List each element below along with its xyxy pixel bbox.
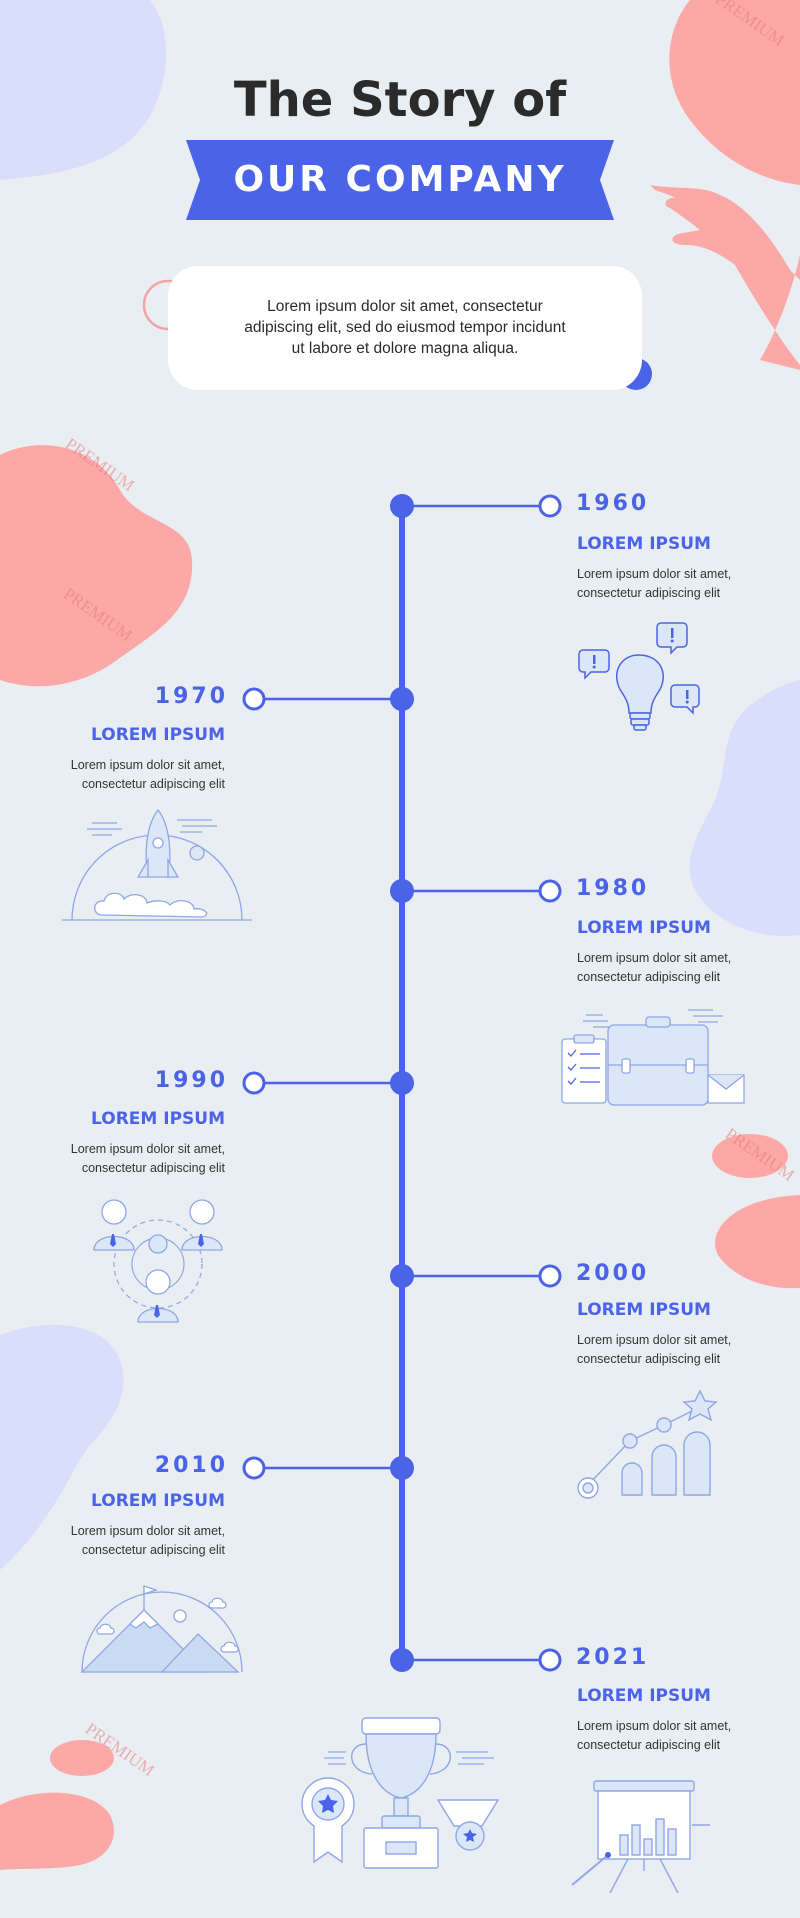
- pink-blob-right-small: [712, 1134, 788, 1178]
- timeline-node: [390, 1264, 414, 1288]
- timeline-marker: [538, 1648, 562, 1672]
- year-label: 1990: [154, 1068, 228, 1093]
- timeline-node: [390, 1456, 414, 1480]
- growth-chart-icon: [577, 1389, 718, 1499]
- team-icon: [93, 1199, 223, 1323]
- pink-blob-bottom-small: [50, 1740, 114, 1776]
- timeline-marker: [538, 494, 562, 518]
- event-description: Lorem ipsum dolor sit amet, consectetur …: [70, 1524, 225, 1557]
- event-description: Lorem ipsum dolor sit amet, consectetur …: [577, 1719, 732, 1752]
- event-heading: LOREM IPSUM: [577, 1686, 711, 1706]
- pink-blob-bottom-left: [0, 1792, 114, 1870]
- timeline-node: [390, 687, 414, 711]
- lavender-blob-right: [689, 680, 800, 936]
- timeline-marker: [242, 1456, 266, 1480]
- intro-card: [168, 266, 642, 390]
- pink-blob-left: [0, 445, 193, 687]
- rocket-icon: [62, 808, 252, 921]
- presentation-board-icon: [571, 1780, 710, 1894]
- event-description: Lorem ipsum dolor sit amet, consectetur …: [577, 567, 732, 600]
- pink-blob-top-right: [669, 0, 800, 185]
- timeline-node: [390, 494, 414, 518]
- briefcase-icon: [561, 1009, 745, 1106]
- event-description: Lorem ipsum dolor sit amet, consectetur …: [70, 1142, 225, 1175]
- event-heading: LOREM IPSUM: [577, 1300, 711, 1320]
- year-label: 1970: [154, 684, 228, 709]
- pink-blob-right: [715, 1195, 800, 1289]
- event-description: Lorem ipsum dolor sit amet, consectetur …: [577, 1333, 732, 1366]
- timeline-marker: [242, 687, 266, 711]
- banner-text: OUR COMPANY: [233, 159, 567, 200]
- year-label: 2021: [576, 1645, 650, 1670]
- timeline-marker: [538, 1264, 562, 1288]
- trophy-icon: [301, 1717, 500, 1869]
- lavender-blob-left-lower: [0, 1324, 124, 1570]
- timeline-marker: [242, 1071, 266, 1095]
- year-label: 2010: [154, 1453, 228, 1478]
- year-label: 2000: [576, 1261, 650, 1286]
- timeline-node: [390, 1071, 414, 1095]
- banner-ribbon: [186, 140, 614, 220]
- intro-text: Lorem ipsum dolor sit amet, consectetur …: [244, 298, 566, 357]
- hand-illustration: [650, 185, 800, 370]
- lightbulb-icon: [578, 622, 700, 731]
- event-heading: LOREM IPSUM: [577, 534, 711, 554]
- event-heading: LOREM IPSUM: [91, 1491, 225, 1511]
- lavender-blob-top-left: [0, 0, 167, 180]
- event-description: Lorem ipsum dolor sit amet, consectetur …: [70, 758, 225, 791]
- year-label: 1980: [576, 876, 650, 901]
- year-label: 1960: [576, 491, 650, 516]
- event-description: Lorem ipsum dolor sit amet, consectetur …: [577, 951, 732, 984]
- page-title: The Story of: [233, 72, 567, 128]
- event-heading: LOREM IPSUM: [91, 1109, 225, 1129]
- mountain-flag-icon: [80, 1585, 243, 1673]
- timeline-marker: [538, 879, 562, 903]
- event-heading: LOREM IPSUM: [577, 918, 711, 938]
- timeline-node: [390, 879, 414, 903]
- timeline-node: [390, 1648, 414, 1672]
- event-heading: LOREM IPSUM: [91, 725, 225, 745]
